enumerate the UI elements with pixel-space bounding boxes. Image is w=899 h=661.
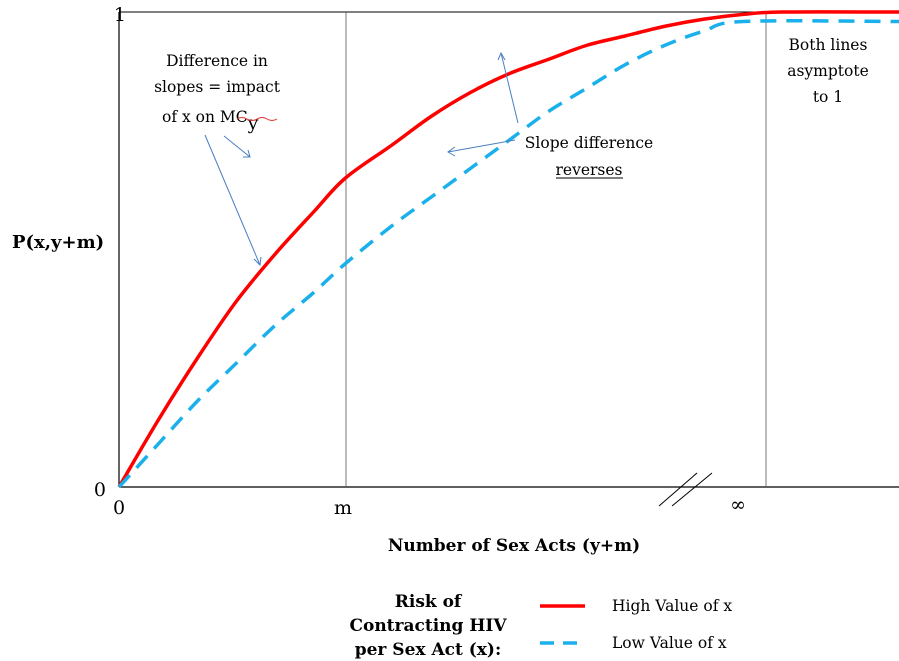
annotation-asymptote-line1: Both lines [789,36,868,54]
arrow-reverse-low [447,139,516,153]
annotation-slopes-line1: Difference in [166,52,268,70]
x-axis-label: Number of Sex Acts (y+m) [388,536,640,556]
annotation-arrows [204,51,519,267]
x-tick-0: 0 [113,497,125,519]
series-line-low [117,19,899,489]
legend-title-line2: Contracting HIV [349,616,507,636]
annotation-asymptote-line3: to 1 [813,88,843,106]
annotation-slopes-subscript: y [247,112,259,134]
spellcheck-squiggle [236,117,278,121]
annotation-slopes-line3: of x on MCy [162,108,259,134]
y-tick-0: 0 [94,479,106,501]
arrow-slopes-low [204,134,261,266]
annotation-reverse-line1: Slope difference [525,134,653,152]
arrow-reverse-low-head [447,146,456,157]
arrow-slopes-high [223,135,251,158]
y-tick-1: 1 [114,4,126,26]
arrow-slopes-low-head [253,256,262,267]
annotation-slopes-line2: slopes = impact [154,78,281,96]
arrow-reverse-high-head [497,51,506,61]
arrow-slopes-high-head [243,149,251,158]
series-layer [117,10,899,489]
legend-title-line1: Risk of [395,592,463,612]
guide-lines [345,12,767,487]
x-tick-m: m [334,497,352,519]
series-line-high [117,10,899,488]
legend-label-high: High Value of x [612,597,732,615]
legend-label-low: Low Value of x [612,634,727,652]
y-axis-label: P(x,y+m) [12,232,104,253]
legend-title-line3: per Sex Act (x): [355,640,502,660]
axis-break-marks [658,472,713,507]
annotation-slopes-text: of x on MC [162,108,248,126]
annotation-asymptote-line2: asymptote [787,62,869,80]
annotation-reverse-line2: reverses [555,161,622,179]
legend: Risk of Contracting HIV per Sex Act (x):… [349,592,732,660]
x-tick-infinity: ∞ [730,494,746,516]
arrow-reverse-high [500,52,519,124]
